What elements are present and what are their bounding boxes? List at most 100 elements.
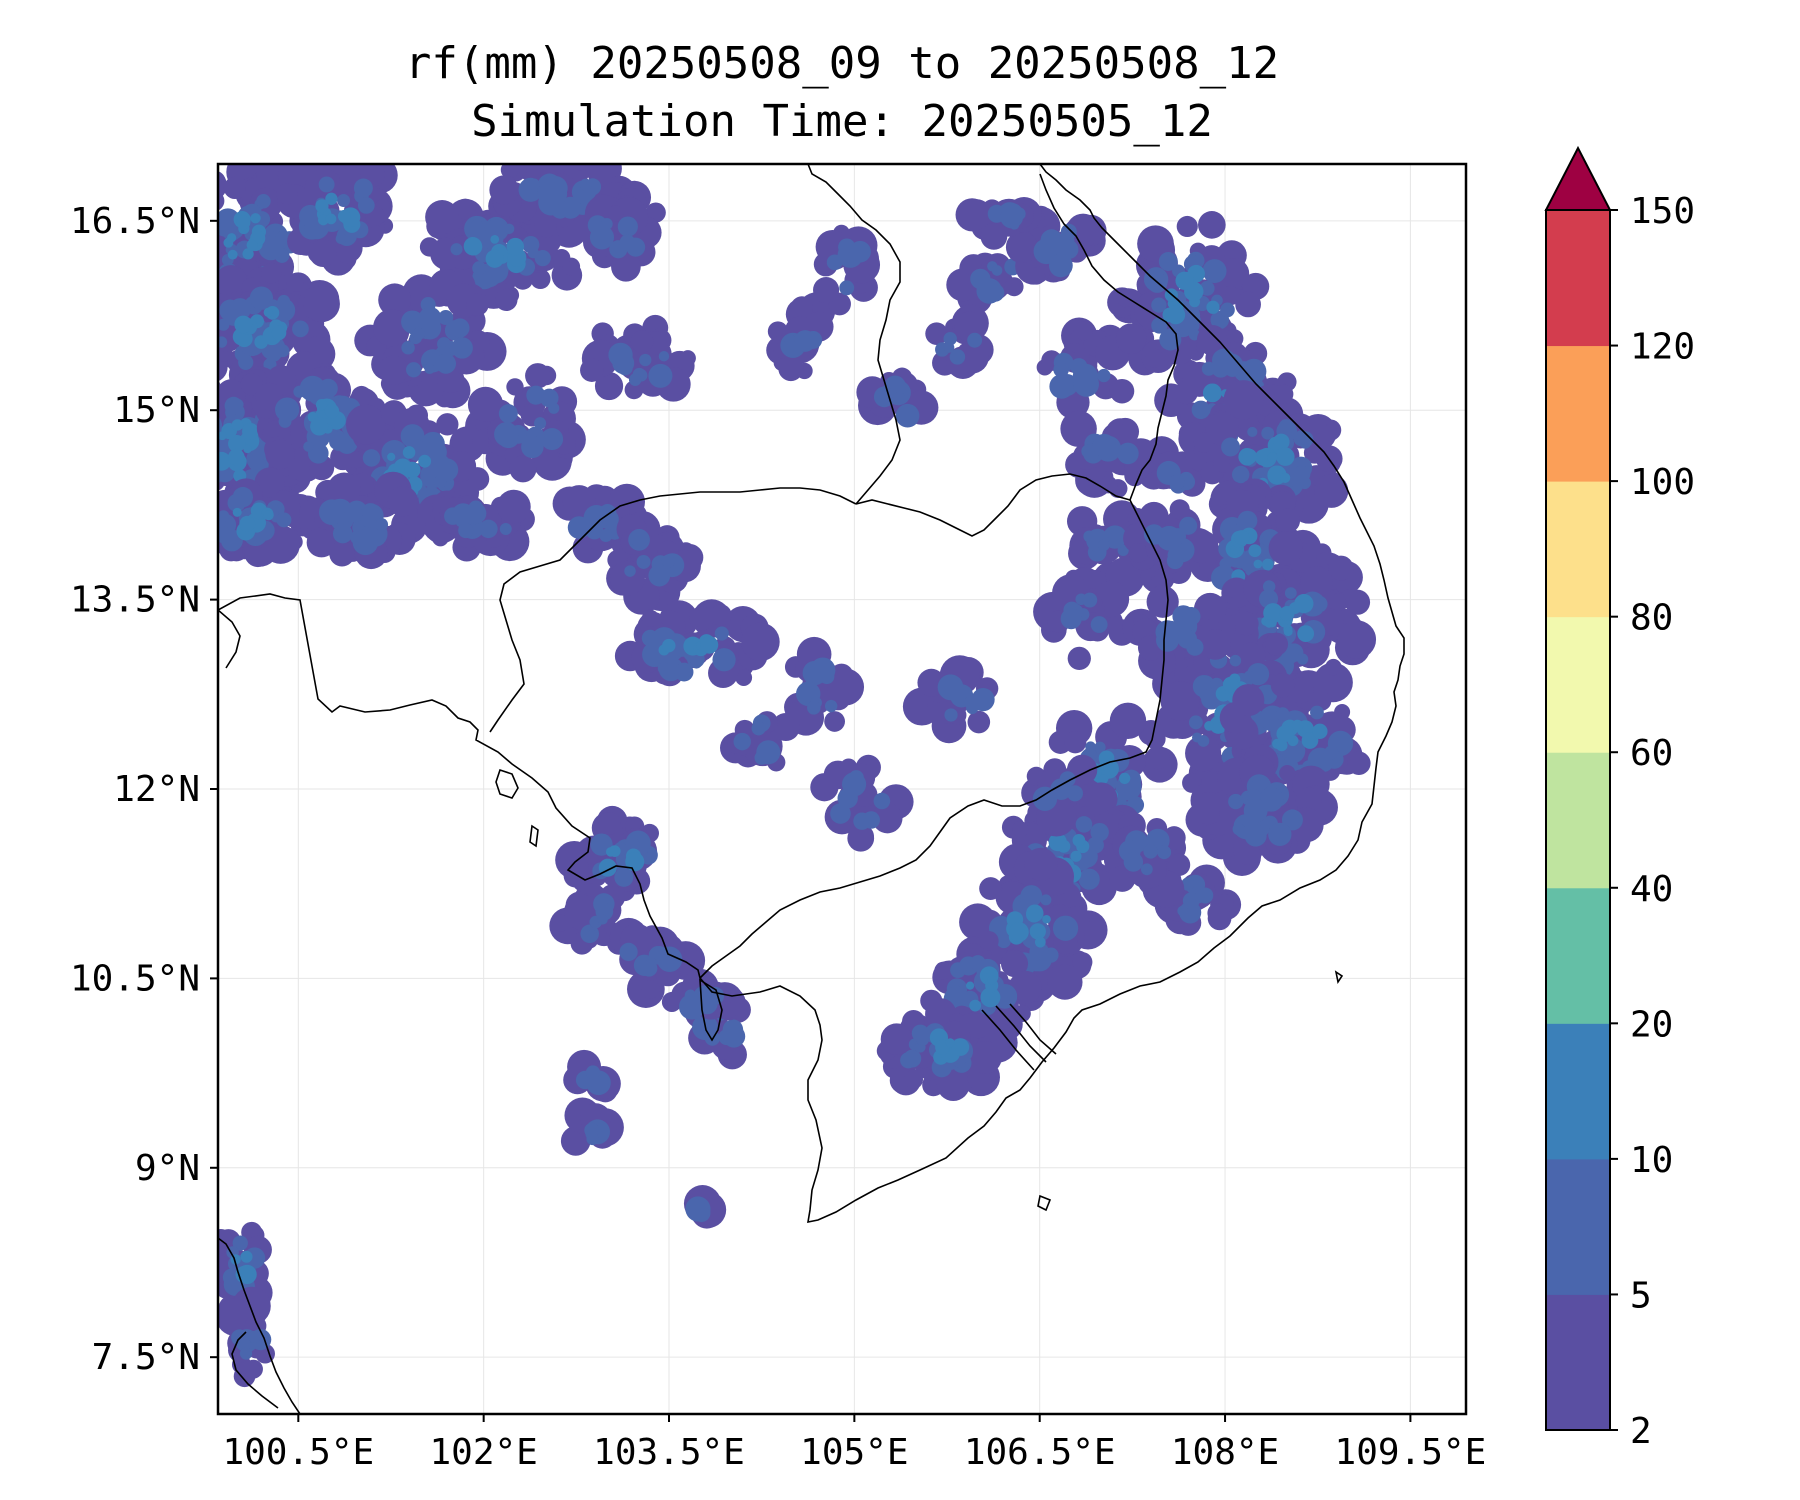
- rain-patch: [849, 240, 871, 263]
- rain-patch: [467, 386, 504, 422]
- rain-patch: [1347, 751, 1371, 775]
- map-title: rf(mm) 20250508_09 to 20250508_12: [404, 38, 1280, 89]
- rain-patch: [263, 307, 273, 317]
- rain-patch: [1155, 620, 1180, 645]
- rain-patch: [412, 327, 425, 341]
- rain-patch: [458, 522, 474, 539]
- rain-patch: [600, 218, 613, 230]
- rain-patch: [586, 1133, 599, 1146]
- rain-patch: [292, 320, 309, 338]
- rain-patch: [1166, 305, 1186, 325]
- rain-patch: [328, 429, 346, 447]
- rain-patch: [1029, 923, 1046, 940]
- rain-patch: [506, 378, 524, 396]
- rain-patch: [231, 1329, 248, 1346]
- rain-patch: [826, 254, 843, 271]
- rain-patch: [472, 261, 487, 276]
- rain-patch: [197, 457, 216, 476]
- rain-patch: [240, 1250, 253, 1263]
- rain-patch: [636, 555, 651, 569]
- rain-patch: [944, 708, 958, 722]
- rain-patch: [1040, 894, 1052, 906]
- rain-patch: [218, 336, 228, 348]
- rain-patch: [1232, 684, 1265, 717]
- map-subtitle: Simulation Time: 20250505_12: [471, 96, 1213, 147]
- rain-patch: [689, 606, 714, 631]
- island-phu-quoc: [699, 978, 723, 1042]
- rain-patch: [949, 349, 966, 365]
- rain-patch: [619, 234, 636, 251]
- rain-patch: [594, 371, 624, 401]
- rain-patch: [585, 521, 604, 540]
- rain-patch: [218, 510, 230, 522]
- rain-patch: [580, 358, 604, 382]
- rain-patch: [183, 332, 206, 355]
- rain-patch: [181, 444, 212, 475]
- rain-patch: [1262, 558, 1274, 571]
- coastlines-borders: [218, 164, 1405, 1414]
- rain-patch: [1109, 378, 1135, 404]
- rain-patch: [218, 431, 227, 441]
- island-koh-rong: [495, 768, 519, 799]
- rain-patch: [1207, 906, 1232, 931]
- rain-patch: [1242, 448, 1258, 464]
- rain-patch: [970, 268, 991, 290]
- rain-patch: [597, 914, 608, 925]
- rain-patch: [1143, 844, 1158, 859]
- rain-patch: [1199, 629, 1231, 660]
- rain-patch: [255, 382, 283, 411]
- rain-patch: [996, 933, 1011, 949]
- rain-patch: [1078, 868, 1100, 890]
- rain-patch: [1123, 852, 1144, 872]
- rain-patch: [325, 192, 338, 205]
- rain-patch: [853, 812, 871, 830]
- rain-patch: [373, 309, 411, 347]
- rain-patch: [335, 233, 347, 245]
- rain-patch: [794, 330, 817, 352]
- rain-patch: [586, 929, 598, 940]
- rain-patch: [1191, 732, 1202, 743]
- rain-patch: [945, 1038, 955, 1048]
- border-thailand-myanmar: [218, 609, 241, 669]
- rain-patch: [1280, 472, 1291, 483]
- rain-patch: [1140, 863, 1153, 876]
- rain-patch: [1267, 452, 1278, 463]
- rain-patch: [1060, 608, 1082, 630]
- rain-patch: [534, 417, 547, 430]
- rain-patch: [714, 626, 729, 641]
- rain-patch: [228, 434, 246, 453]
- colorbar-bin: [1546, 887, 1610, 1024]
- colorbar-label: 100: [1630, 462, 1695, 503]
- border-thailand-laos: [807, 164, 901, 505]
- rain-patch: [589, 916, 600, 927]
- rain-patch: [968, 1041, 1002, 1074]
- rain-patch: [353, 178, 373, 198]
- colorbar-extend-arrow: [1544, 145, 1612, 211]
- rain-patch: [227, 249, 238, 260]
- rain-patch: [784, 334, 796, 346]
- rain-patch: [1145, 348, 1165, 368]
- rain-patch: [567, 516, 591, 539]
- rain-patch: [1281, 809, 1303, 831]
- rain-patch: [1048, 832, 1067, 852]
- rain-patch: [1279, 764, 1296, 782]
- rain-patch: [1154, 567, 1173, 586]
- rain-patch: [1204, 721, 1214, 731]
- rain-patch: [712, 648, 736, 672]
- y-tick-label: 12°N: [113, 769, 200, 810]
- rain-patch: [218, 422, 224, 442]
- rain-patch: [1276, 725, 1294, 743]
- rain-patch: [450, 243, 463, 256]
- rain-patch: [1001, 203, 1024, 226]
- rain-patch: [239, 515, 256, 532]
- rain-patch: [1042, 914, 1051, 924]
- rain-patch: [479, 519, 498, 539]
- rain-patch: [559, 164, 564, 165]
- rain-patch: [498, 404, 518, 424]
- rain-patch: [218, 171, 227, 200]
- rain-patch: [234, 315, 253, 334]
- x-tick-label: 103.5°E: [593, 1432, 745, 1473]
- island-small-1: [529, 824, 539, 848]
